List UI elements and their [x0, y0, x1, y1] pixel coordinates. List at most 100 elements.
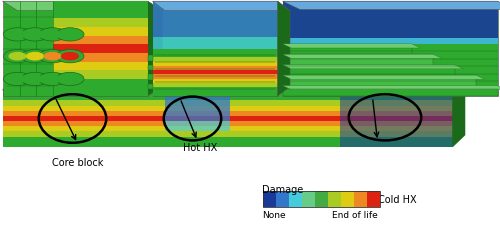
Polygon shape: [152, 1, 278, 37]
Polygon shape: [53, 53, 148, 62]
Polygon shape: [2, 132, 452, 137]
Polygon shape: [148, 55, 152, 61]
Polygon shape: [152, 87, 278, 92]
Polygon shape: [282, 75, 484, 79]
Text: Damage: Damage: [262, 185, 303, 195]
Polygon shape: [2, 116, 452, 121]
Polygon shape: [282, 65, 454, 75]
Polygon shape: [53, 87, 148, 96]
Circle shape: [44, 30, 62, 39]
Polygon shape: [282, 1, 498, 44]
Polygon shape: [152, 53, 278, 57]
Polygon shape: [2, 105, 452, 111]
Polygon shape: [148, 74, 152, 80]
Circle shape: [8, 30, 26, 39]
Polygon shape: [152, 57, 278, 62]
Bar: [276, 191, 288, 207]
Bar: [262, 191, 276, 207]
Circle shape: [38, 28, 66, 41]
Text: None: None: [262, 211, 286, 220]
Circle shape: [61, 52, 79, 60]
Polygon shape: [282, 1, 498, 96]
Circle shape: [4, 72, 32, 86]
Polygon shape: [53, 62, 148, 70]
Circle shape: [21, 72, 49, 86]
Polygon shape: [282, 65, 463, 69]
Polygon shape: [152, 1, 278, 96]
Polygon shape: [2, 126, 452, 132]
Polygon shape: [53, 18, 148, 27]
Circle shape: [4, 28, 32, 41]
Polygon shape: [53, 10, 148, 18]
Text: Core block: Core block: [52, 158, 103, 168]
Circle shape: [38, 72, 66, 86]
Polygon shape: [152, 74, 278, 79]
Polygon shape: [2, 137, 452, 142]
Polygon shape: [148, 1, 162, 96]
Circle shape: [26, 75, 44, 83]
Polygon shape: [152, 49, 278, 53]
Circle shape: [26, 30, 44, 39]
Polygon shape: [152, 1, 290, 11]
Circle shape: [44, 52, 62, 60]
Text: Hot HX: Hot HX: [183, 143, 217, 153]
Text: End of life: End of life: [332, 211, 378, 220]
Polygon shape: [282, 86, 500, 90]
Polygon shape: [2, 142, 452, 147]
Bar: [367, 191, 380, 207]
Polygon shape: [2, 121, 452, 126]
Polygon shape: [2, 1, 162, 11]
Circle shape: [61, 75, 79, 83]
Circle shape: [38, 50, 66, 63]
Polygon shape: [152, 79, 278, 83]
Polygon shape: [340, 90, 452, 147]
Polygon shape: [282, 38, 498, 44]
Polygon shape: [282, 75, 476, 86]
Polygon shape: [148, 84, 152, 89]
Polygon shape: [53, 36, 148, 44]
Circle shape: [21, 28, 49, 41]
Text: Cold HX: Cold HX: [378, 195, 416, 205]
Polygon shape: [452, 77, 465, 147]
Polygon shape: [152, 66, 278, 70]
Bar: [341, 191, 354, 207]
Bar: [302, 191, 314, 207]
Polygon shape: [282, 44, 420, 48]
Circle shape: [4, 50, 32, 63]
Circle shape: [56, 28, 84, 41]
Circle shape: [61, 30, 79, 39]
Polygon shape: [152, 62, 278, 66]
Polygon shape: [282, 86, 498, 96]
Polygon shape: [2, 100, 452, 105]
Bar: [288, 191, 302, 207]
Polygon shape: [53, 44, 148, 53]
Polygon shape: [53, 79, 148, 87]
Polygon shape: [2, 77, 465, 90]
Polygon shape: [53, 70, 148, 79]
Polygon shape: [282, 44, 412, 54]
Polygon shape: [165, 121, 230, 132]
Polygon shape: [53, 27, 148, 36]
Polygon shape: [2, 1, 148, 96]
Polygon shape: [152, 70, 278, 74]
Bar: [262, 191, 380, 207]
Polygon shape: [2, 90, 452, 147]
Bar: [328, 191, 341, 207]
Circle shape: [8, 75, 26, 83]
Polygon shape: [148, 65, 152, 70]
Polygon shape: [282, 54, 433, 65]
Polygon shape: [2, 95, 452, 100]
Polygon shape: [2, 90, 452, 95]
Polygon shape: [152, 83, 278, 87]
Circle shape: [21, 50, 49, 63]
Bar: [314, 191, 328, 207]
Polygon shape: [165, 90, 230, 121]
Polygon shape: [282, 1, 500, 9]
Bar: [354, 191, 367, 207]
Circle shape: [8, 52, 26, 60]
Polygon shape: [152, 37, 278, 49]
Circle shape: [56, 50, 84, 63]
Circle shape: [56, 72, 84, 86]
Polygon shape: [282, 54, 442, 58]
Polygon shape: [278, 1, 290, 96]
